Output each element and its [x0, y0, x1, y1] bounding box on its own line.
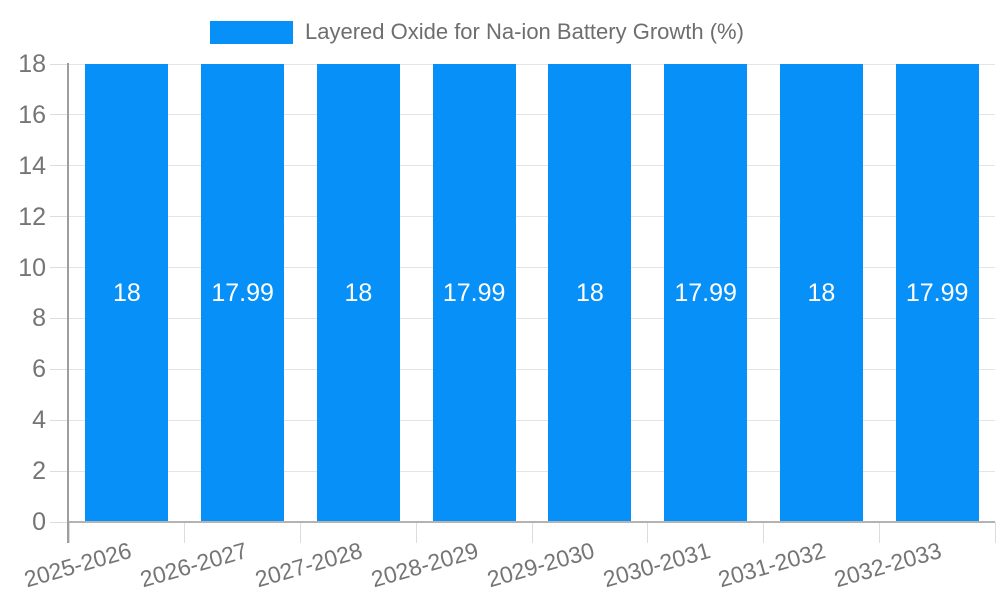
y-axis-tick: [50, 267, 69, 269]
bar-value-label: 18: [575, 278, 604, 307]
y-axis-label: 8: [32, 304, 46, 333]
x-axis-tick: [763, 522, 764, 543]
y-axis-tick: [50, 317, 69, 319]
x-axis-label: 2029-2030: [484, 537, 598, 593]
bar[interactable]: 18: [548, 64, 632, 522]
x-axis-label: 2032-2033: [831, 537, 945, 593]
bar-value-label: 18: [344, 278, 373, 307]
x-axis-tick: [300, 522, 301, 543]
x-axis-label: 2027-2028: [252, 537, 366, 593]
legend-item[interactable]: Layered Oxide for Na-ion Battery Growth …: [210, 19, 744, 45]
y-axis-line: [67, 63, 69, 543]
bar[interactable]: 17.99: [432, 64, 516, 522]
y-axis-label: 4: [32, 406, 46, 435]
y-axis-tick: [50, 521, 69, 523]
h-gridline: [69, 114, 995, 116]
bar[interactable]: 18: [316, 64, 400, 522]
h-gridline: [69, 165, 995, 167]
bar[interactable]: 17.99: [201, 64, 285, 522]
y-axis-label: 0: [32, 508, 46, 536]
y-axis-label: 6: [32, 355, 46, 384]
y-axis-tick: [50, 419, 69, 421]
h-gridline: [69, 267, 995, 269]
x-axis-tick: [415, 522, 417, 543]
bar-value-label: 17.99: [442, 278, 506, 307]
h-gridline: [69, 216, 995, 218]
h-gridline: [69, 470, 995, 472]
x-axis-tick: [878, 522, 880, 543]
bar-value-label: 17.99: [905, 278, 969, 307]
h-gridline: [69, 368, 995, 370]
h-gridline: [69, 419, 995, 421]
x-axis-tick: [184, 522, 186, 543]
x-axis-tick: [994, 522, 996, 543]
x-axis-tick: [531, 522, 533, 543]
y-axis-tick: [50, 114, 69, 116]
y-axis-label: 16: [18, 100, 46, 129]
y-axis-label: 14: [18, 151, 46, 180]
x-axis-label: 2026-2027: [136, 537, 250, 593]
x-axis-label: 2028-2029: [368, 537, 482, 593]
bar-value-label: 17.99: [211, 278, 274, 307]
h-gridline: [69, 63, 995, 65]
h-gridline: [69, 317, 995, 319]
x-axis-tick: [68, 522, 70, 543]
legend-swatch: [210, 20, 293, 44]
y-axis-label: 2: [32, 457, 46, 486]
y-axis-label: 18: [18, 50, 46, 78]
y-axis-label: 12: [18, 202, 46, 231]
x-axis-label: 2025-2026: [21, 537, 135, 593]
x-axis-line: [69, 521, 995, 523]
y-axis-tick: [50, 368, 69, 370]
bar[interactable]: 17.99: [664, 64, 748, 522]
bar-value-label: 18: [112, 278, 141, 307]
y-axis-tick: [50, 63, 69, 65]
x-axis-label: 2030-2031: [599, 537, 713, 593]
y-axis-tick: [50, 165, 69, 167]
bar[interactable]: 18: [779, 64, 863, 522]
y-axis-tick: [50, 470, 69, 472]
y-axis-label: 10: [18, 253, 46, 282]
bar[interactable]: 17.99: [895, 64, 979, 522]
bar[interactable]: 18: [85, 64, 169, 522]
bar-value-label: 17.99: [674, 278, 737, 307]
legend-label: Layered Oxide for Na-ion Battery Growth …: [305, 19, 744, 44]
bar-value-label: 18: [807, 278, 836, 307]
x-axis-tick: [647, 522, 649, 543]
y-axis-tick: [50, 216, 69, 218]
x-axis-label: 2031-2032: [715, 537, 829, 593]
